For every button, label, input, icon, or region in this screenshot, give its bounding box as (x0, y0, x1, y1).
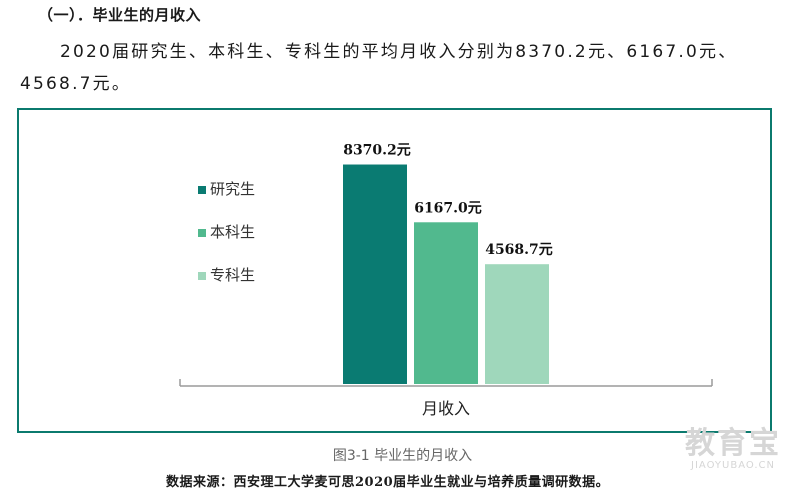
figure-caption: 图3-1 毕业生的月收入 (332, 448, 473, 464)
bar-3 (485, 264, 549, 384)
summary-paragraph: 2020届研究生、本科生、专科生的平均月收入分别为8370.2元、6167.0元… (20, 42, 738, 94)
watermark: 教育宝 JIAOYUBAO.CN (673, 426, 793, 472)
bar-value-label: 6167.0元 (414, 200, 482, 216)
chart-frame: 月收入 8370.2元 6167.0元 4568.7元 研究生本科生专科生 (17, 108, 772, 433)
legend-swatch (198, 229, 206, 237)
bar-2 (414, 222, 478, 384)
x-axis (179, 379, 713, 387)
legend-swatch (198, 272, 206, 280)
legend-label: 专科生 (210, 266, 255, 284)
watermark-url: JIAOYUBAO.CN (691, 460, 775, 471)
x-axis-label: 月收入 (422, 399, 470, 418)
bar-1 (343, 164, 407, 384)
legend-label: 本科生 (210, 223, 255, 241)
bar-value-label: 4568.7元 (485, 242, 553, 258)
watermark-logo-text: 教育宝 (685, 426, 781, 461)
legend-label: 研究生 (210, 180, 255, 198)
data-source-note: 数据来源：西安理工大学麦可思2020届毕业生就业与培养质量调研数据。 (166, 475, 610, 490)
section-heading: （一）．毕业生的月收入 (38, 6, 202, 24)
legend-swatch (198, 186, 206, 194)
bar-value-label: 8370.2元 (343, 143, 411, 159)
